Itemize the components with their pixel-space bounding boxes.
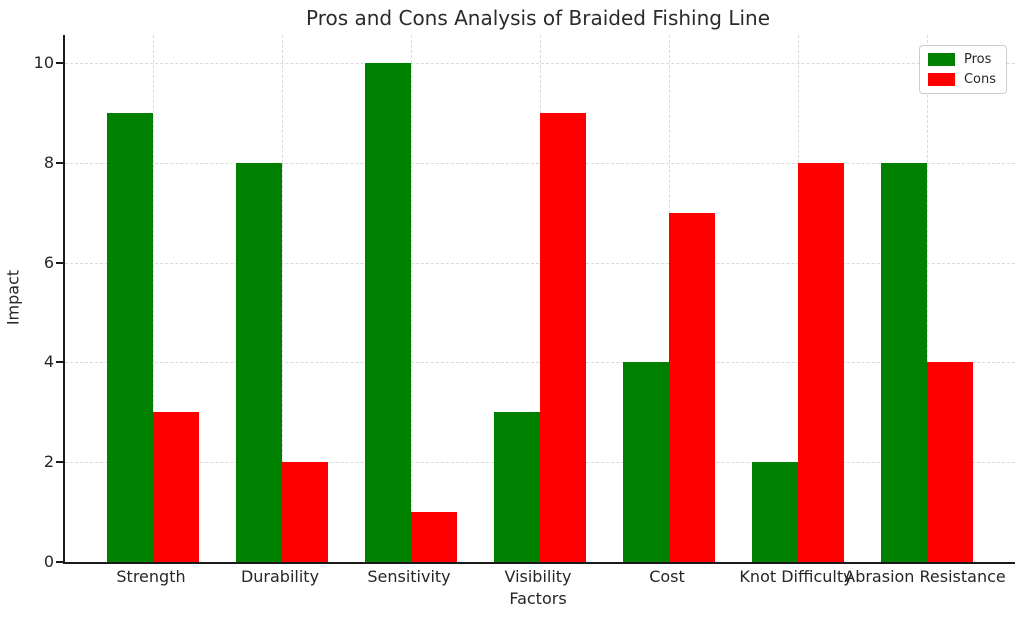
y-tick-mark [56, 561, 63, 563]
bar-cons-sensitivity [411, 512, 457, 562]
gridline-vertical [282, 35, 283, 562]
legend-label-cons: Cons [963, 72, 996, 87]
bar-pros-knot-difficulty [752, 462, 798, 562]
bar-pros-cost [623, 362, 669, 562]
y-tick-mark [56, 61, 63, 64]
gridline-vertical [927, 35, 928, 562]
x-tick-label-sensitivity: Sensitivity [367, 567, 451, 586]
legend-entry-cons: Cons [927, 72, 996, 87]
y-tick-mark [56, 461, 63, 464]
legend-entry-pros: Pros [927, 52, 996, 67]
y-tick-label: 10 [33, 52, 54, 72]
bar-pros-abrasion-resistance [881, 162, 927, 562]
bar-pros-durability [236, 162, 282, 562]
x-axis-label: Factors [509, 589, 567, 608]
y-tick-mark [56, 361, 63, 364]
bar-cons-durability [282, 462, 328, 562]
x-tick-label-knot-difficulty: Knot Difficulty [739, 567, 853, 586]
bar-cons-abrasion-resistance [927, 362, 973, 562]
y-tick-mark [56, 161, 63, 164]
y-tick-label: 6 [43, 252, 54, 272]
bar-cons-knot-difficulty [798, 162, 844, 562]
bar-pros-strength [107, 112, 153, 562]
chart-title: Pros and Cons Analysis of Braided Fishin… [305, 6, 770, 30]
x-tick-label-cost: Cost [649, 567, 685, 586]
cons-swatch-icon [927, 73, 955, 86]
bar-pros-visibility [494, 412, 540, 562]
x-tick-label-strength: Strength [116, 567, 186, 586]
bar-cons-strength [153, 412, 199, 562]
y-tick-mark [56, 261, 63, 264]
x-tick-label-visibility: Visibility [504, 567, 572, 586]
bar-cons-visibility [540, 112, 586, 562]
y-axis-label: Impact [3, 269, 23, 326]
y-tick-label: 2 [43, 452, 54, 472]
gridline-vertical [153, 35, 154, 562]
x-tick-label-durability: Durability [240, 567, 320, 586]
plot-area [63, 35, 1015, 564]
legend: Pros Cons [918, 45, 1007, 94]
y-tick-label: 0 [43, 552, 54, 571]
pros-swatch-icon [927, 53, 955, 66]
x-tick-label-abrasion-resistance: Abrasion Resistance [844, 567, 1006, 586]
gridline-vertical [411, 35, 412, 562]
bar-pros-sensitivity [365, 62, 411, 562]
y-tick-label: 4 [43, 352, 54, 372]
bar-cons-cost [669, 212, 715, 562]
legend-label-pros: Pros [963, 52, 992, 67]
y-tick-label: 8 [43, 152, 54, 172]
